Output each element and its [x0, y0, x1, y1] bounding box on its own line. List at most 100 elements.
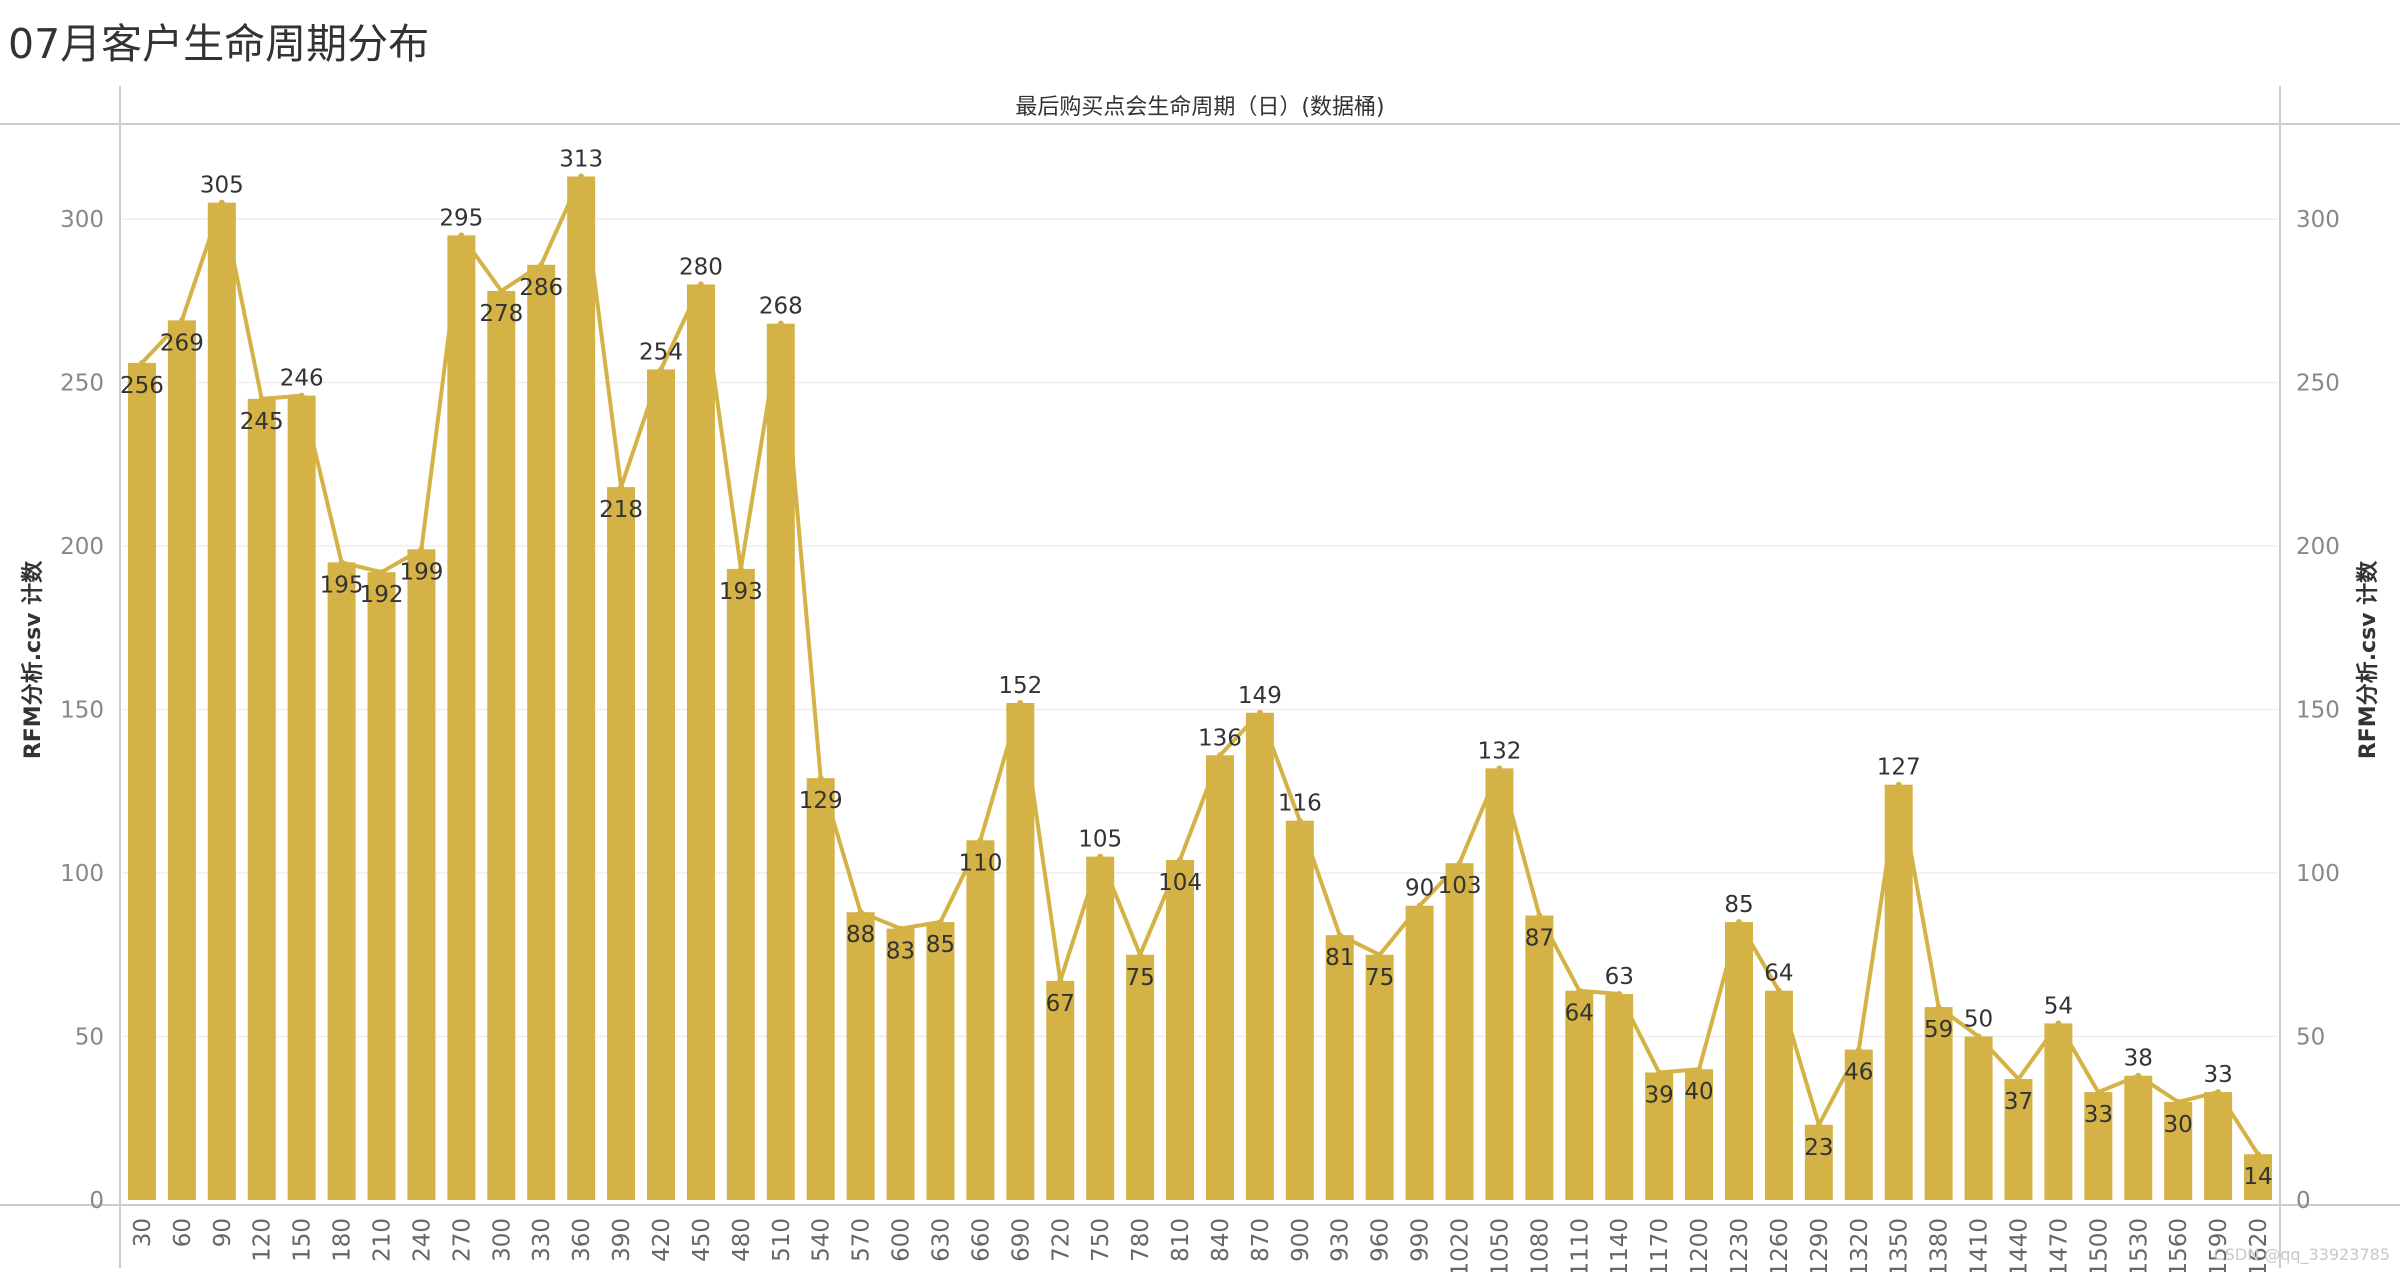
data-label: 286 — [519, 275, 563, 301]
bar — [1565, 990, 1594, 1200]
data-label: 14 — [2243, 1164, 2272, 1190]
line-point — [857, 909, 864, 916]
line-point — [2095, 1089, 2102, 1096]
line-point — [618, 484, 625, 491]
data-label: 254 — [639, 339, 683, 365]
bar — [1605, 993, 1634, 1200]
x-tick-label: 1170 — [1647, 1218, 1673, 1272]
x-tick-label: 1260 — [1767, 1218, 1793, 1272]
data-label: 192 — [360, 582, 404, 608]
line-point — [937, 919, 944, 925]
x-tick-label: 1290 — [1807, 1218, 1833, 1272]
x-tick-label: 990 — [1408, 1218, 1434, 1262]
line-point — [1775, 987, 1782, 994]
x-tick-label: 1620 — [2246, 1218, 2272, 1272]
x-tick-label: 1440 — [2006, 1218, 2032, 1272]
bar — [1445, 863, 1474, 1200]
data-label: 195 — [320, 572, 364, 598]
x-tick-label: 630 — [928, 1218, 954, 1262]
x-tick-label: 600 — [889, 1218, 915, 1262]
data-label: 83 — [886, 939, 915, 965]
x-tick-label: 1590 — [2206, 1218, 2232, 1272]
line-point — [1256, 709, 1263, 716]
data-label: 218 — [599, 497, 643, 523]
data-label: 246 — [280, 366, 324, 392]
line-point — [1536, 912, 1543, 919]
x-tick-label: 210 — [370, 1218, 396, 1262]
bar — [1485, 768, 1514, 1200]
x-tick-label: 30 — [130, 1218, 156, 1247]
bar — [926, 922, 955, 1200]
line-point — [658, 366, 664, 373]
data-label: 75 — [1365, 965, 1394, 991]
data-label: 59 — [1924, 1017, 1953, 1043]
data-label: 269 — [160, 330, 204, 356]
data-label: 256 — [120, 373, 164, 399]
bar — [607, 487, 636, 1200]
data-label: 103 — [1438, 873, 1482, 899]
bar — [1006, 702, 1035, 1200]
line-point — [1855, 1046, 1862, 1053]
data-label: 54 — [2044, 993, 2073, 1019]
line-point — [817, 775, 824, 782]
x-tick-label: 1230 — [1727, 1218, 1753, 1272]
data-label: 305 — [200, 173, 244, 199]
data-label: 278 — [479, 301, 523, 327]
bar — [287, 395, 316, 1201]
data-label: 85 — [926, 932, 955, 958]
bar — [966, 840, 995, 1200]
data-label: 268 — [759, 294, 803, 320]
line-point — [1097, 853, 1104, 860]
data-label: 245 — [240, 409, 284, 435]
y-axis-title-right: RFM分析.csv 计数 — [2355, 560, 2381, 759]
data-label: 63 — [1605, 964, 1634, 990]
x-tick-label: 840 — [1208, 1218, 1234, 1262]
line-point — [1296, 817, 1303, 824]
page-title: 07月客户生命周期分布 — [8, 20, 430, 68]
y-tick-label-right: 150 — [2296, 698, 2340, 724]
x-tick-label: 1200 — [1687, 1218, 1713, 1272]
data-label: 193 — [719, 579, 763, 605]
data-label: 149 — [1238, 683, 1282, 709]
x-tick-label: 450 — [689, 1218, 715, 1262]
data-label: 64 — [1764, 961, 1793, 987]
bar — [2244, 1154, 2273, 1200]
x-tick-label: 1320 — [1847, 1218, 1873, 1272]
bar — [2044, 1023, 2073, 1200]
y-tick-label-left: 250 — [60, 371, 104, 397]
x-tick-label: 1350 — [1887, 1218, 1913, 1272]
x-tick-label: 1020 — [1448, 1218, 1474, 1272]
x-tick-label: 180 — [330, 1218, 356, 1262]
bars — [127, 176, 2273, 1201]
data-label: 23 — [1804, 1135, 1833, 1161]
x-tick-label: 270 — [449, 1218, 475, 1262]
line-point — [1496, 765, 1503, 772]
data-label: 87 — [1525, 926, 1554, 952]
x-tick-label: 1530 — [2126, 1218, 2152, 1272]
column-header: 最后购买点会生命周期（日）(数据桶) — [1015, 95, 1384, 120]
line-point — [2175, 1098, 2182, 1105]
line-point — [298, 392, 305, 399]
trend-line — [140, 174, 2260, 1156]
x-tick-label: 1050 — [1487, 1218, 1513, 1272]
x-tick-label: 1380 — [1927, 1218, 1953, 1272]
x-tick-label: 1110 — [1567, 1218, 1593, 1272]
line-point — [1975, 1033, 1982, 1040]
bar — [1086, 856, 1115, 1200]
line-point — [338, 559, 345, 566]
x-tick-label: 90 — [210, 1218, 236, 1247]
y-tick-label-left: 100 — [60, 861, 104, 887]
x-tick-label: 60 — [170, 1218, 196, 1247]
line-point — [1736, 919, 1742, 925]
bar — [2164, 1101, 2193, 1200]
trend-line-layer — [139, 173, 2261, 1158]
bar — [1924, 1007, 1953, 1200]
data-label: 33 — [2084, 1102, 2113, 1128]
line-point — [1336, 932, 1343, 939]
data-label: 313 — [559, 146, 603, 172]
bar — [1844, 1049, 1873, 1200]
line-point — [578, 173, 585, 180]
bar — [167, 320, 196, 1200]
